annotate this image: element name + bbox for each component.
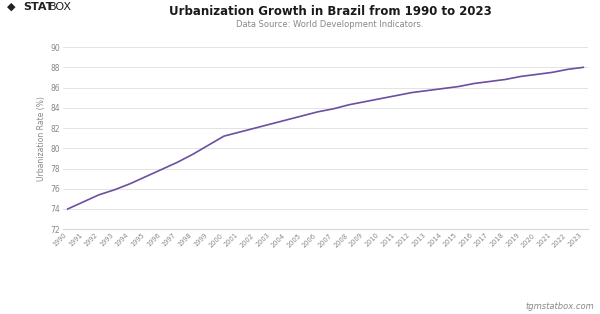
Text: tgmstatbox.com: tgmstatbox.com: [525, 302, 594, 311]
Text: BOX: BOX: [49, 2, 72, 12]
Y-axis label: Urbanization Rate (%): Urbanization Rate (%): [37, 96, 46, 181]
Text: STAT: STAT: [23, 2, 53, 12]
Text: ◆: ◆: [7, 2, 16, 12]
Text: Urbanization Growth in Brazil from 1990 to 2023: Urbanization Growth in Brazil from 1990 …: [169, 5, 491, 18]
Text: Data Source: World Development Indicators.: Data Source: World Development Indicator…: [236, 20, 424, 30]
